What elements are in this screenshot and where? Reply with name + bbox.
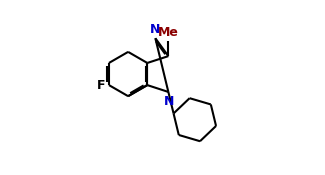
- Text: N: N: [150, 23, 161, 36]
- Text: N: N: [164, 95, 175, 108]
- Text: Me: Me: [158, 26, 179, 39]
- Text: F: F: [97, 79, 106, 92]
